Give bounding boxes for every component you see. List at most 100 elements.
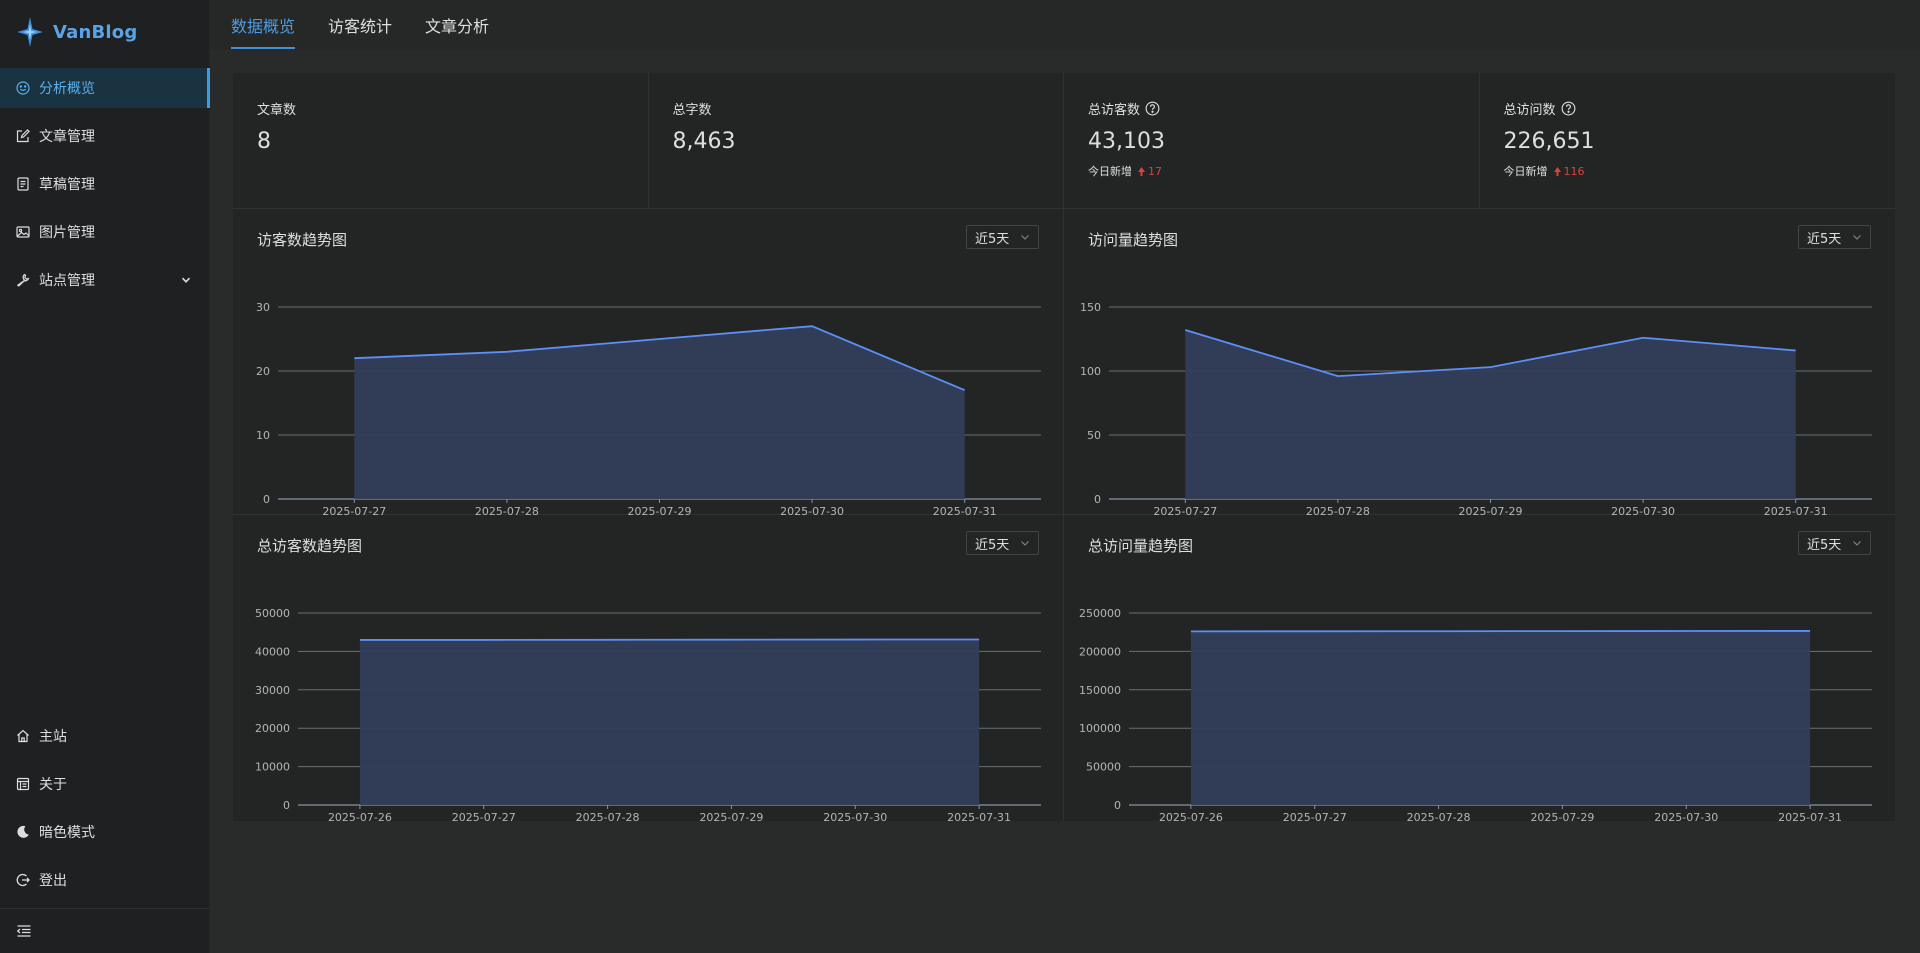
sidebar-item-logout[interactable]: 登出	[0, 860, 210, 900]
chart-panel-total-view-trend: 0 50000 100000 150000 200000 250000 2025-07-26…	[1064, 515, 1895, 821]
moon-icon	[17, 825, 29, 838]
x-tick-label: 2025-07-27	[452, 811, 516, 821]
stat-today-label: 今日新增	[1088, 165, 1132, 178]
x-tick-label: 2025-07-28	[475, 505, 539, 515]
y-tick-label: 150	[1080, 301, 1101, 314]
question-circle-icon[interactable]	[1561, 101, 1576, 116]
x-tick-label: 2025-07-29	[1459, 505, 1523, 515]
tab-data-overview[interactable]: 数据概览	[231, 0, 296, 50]
series-area	[359, 639, 980, 805]
range-select[interactable]: 近5天	[966, 531, 1039, 555]
chart-visitor-trend: 0 10 20 30 2025-07-27 2025-07-28 2025-07-29 202…	[256, 301, 1041, 515]
y-tick-label: 100000	[1079, 722, 1121, 735]
home-icon	[17, 729, 29, 743]
chevron-down-icon	[1853, 541, 1861, 546]
range-select[interactable]: 近5天	[1798, 225, 1871, 249]
y-tick-label: 0	[1114, 799, 1121, 812]
x-tick-label: 2025-07-27	[322, 505, 386, 515]
app-name: VanBlog	[53, 21, 138, 43]
caret-up-icon	[1553, 166, 1561, 176]
overview-card: 文章数 8 总字数 8,463 总访客数 43,103 今日新增 17	[233, 73, 1895, 821]
sidebar-item-drafts[interactable]: 草稿管理	[0, 164, 210, 204]
chevron-down-icon	[1021, 235, 1029, 240]
chevron-down-icon[interactable]	[180, 274, 192, 286]
logout-icon	[16, 873, 30, 887]
stat-today: 今日新增 116	[1504, 163, 1896, 179]
x-tick-label: 2025-07-30	[1654, 811, 1718, 821]
range-select-value: 近5天	[1807, 231, 1842, 247]
stat-total-visitors: 总访客数 43,103 今日新增 17	[1064, 73, 1480, 209]
chart-title: 访客数趋势图	[257, 231, 348, 249]
sidebar-item-label: 草稿管理	[39, 177, 95, 193]
range-select-value: 近5天	[975, 537, 1010, 553]
range-select[interactable]: 近5天	[966, 225, 1039, 249]
y-tick-label: 10	[256, 429, 270, 442]
stat-today-value: 116	[1563, 164, 1585, 178]
y-tick-label: 0	[283, 799, 290, 812]
sidebar-item-home[interactable]: 主站	[0, 716, 210, 756]
sidebar-item-label: 分析概览	[39, 81, 95, 97]
sidebar-footer	[0, 908, 210, 953]
draft-icon	[17, 177, 29, 191]
x-tick-label: 2025-07-28	[1306, 505, 1370, 515]
stat-value: 43,103	[1088, 129, 1165, 154]
y-tick-label: 150000	[1079, 684, 1121, 697]
range-select-value: 近5天	[975, 231, 1010, 247]
stat-article-count: 文章数 8	[233, 73, 649, 209]
x-tick-label: 2025-07-29	[1530, 811, 1594, 821]
sidebar-item-analysis[interactable]: 分析概览	[0, 68, 210, 108]
chart-title: 总访客数趋势图	[257, 537, 363, 555]
stat-title-text: 文章数	[257, 103, 297, 118]
y-tick-label: 30000	[255, 684, 290, 697]
y-tick-label: 30	[256, 301, 270, 314]
x-tick-label: 2025-07-26	[1159, 811, 1223, 821]
y-tick-label: 250000	[1079, 607, 1121, 620]
sidebar-nav: 分析概览 文章管理 草稿管理 图片管理 站点管理	[0, 68, 210, 308]
y-tick-label: 50000	[255, 607, 290, 620]
y-tick-label: 50000	[1086, 761, 1121, 774]
stat-title: 总访客数	[1088, 99, 1479, 118]
series-area	[354, 326, 965, 499]
stat-title-text: 总访客数	[1088, 103, 1141, 118]
sidebar-item-dark-mode[interactable]: 暗色模式	[0, 812, 210, 852]
range-select[interactable]: 近5天	[1798, 531, 1871, 555]
stat-today-value: 17	[1148, 164, 1162, 178]
stat-word-count: 总字数 8,463	[649, 73, 1064, 209]
stats-row: 文章数 8 总字数 8,463 总访客数 43,103 今日新增 17	[233, 73, 1895, 209]
chart-total-view-trend: 0 50000 100000 150000 200000 250000 2025-07-26…	[1079, 607, 1872, 821]
sidebar-item-images[interactable]: 图片管理	[0, 212, 210, 252]
chart-panel-view-trend: 0 50 100 150 2025-07-27 2025-07-28 2025-07-29 2…	[1064, 209, 1895, 515]
sidebar-item-label: 图片管理	[39, 225, 95, 241]
chevron-down-icon	[1021, 541, 1029, 546]
logo[interactable]: VanBlog	[16, 14, 137, 50]
tab-article-analysis[interactable]: 文章分析	[425, 17, 490, 36]
sidebar-item-articles[interactable]: 文章管理	[0, 116, 210, 156]
stat-title-text: 总字数	[672, 103, 712, 118]
range-select-value: 近5天	[1807, 537, 1842, 553]
x-tick-label: 2025-07-29	[628, 505, 692, 515]
sidebar-item-site[interactable]: 站点管理	[0, 260, 210, 300]
collapse-menu-icon[interactable]	[16, 923, 32, 939]
tab-visitor-stats[interactable]: 访客统计	[328, 17, 393, 36]
chart-title: 总访问量趋势图	[1088, 537, 1194, 555]
y-tick-label: 40000	[255, 645, 290, 658]
y-tick-label: 100	[1080, 365, 1101, 378]
stat-value: 226,651	[1503, 129, 1595, 154]
caret-up-icon	[1138, 166, 1145, 176]
y-tick-label: 20	[256, 365, 270, 378]
tool-icon	[16, 273, 30, 287]
x-tick-label: 2025-07-31	[933, 505, 997, 515]
y-tick-label: 0	[263, 493, 270, 506]
dashboard-icon	[16, 81, 30, 95]
x-tick-label: 2025-07-29	[699, 811, 763, 821]
question-circle-icon[interactable]	[1145, 101, 1160, 116]
x-tick-label: 2025-07-27	[1153, 505, 1217, 515]
sidebar-item-about[interactable]: 关于	[0, 764, 210, 804]
chart-view-trend: 0 50 100 150 2025-07-27 2025-07-28 2025-07-29 2…	[1080, 301, 1872, 515]
sidebar-item-label: 暗色模式	[39, 825, 95, 841]
stat-today: 今日新增 17	[1088, 163, 1479, 179]
chart-title: 访问量趋势图	[1088, 231, 1179, 249]
x-tick-label: 2025-07-31	[1778, 811, 1842, 821]
sidebar-bottom-nav: 主站 关于 暗色模式 登出	[0, 716, 210, 908]
